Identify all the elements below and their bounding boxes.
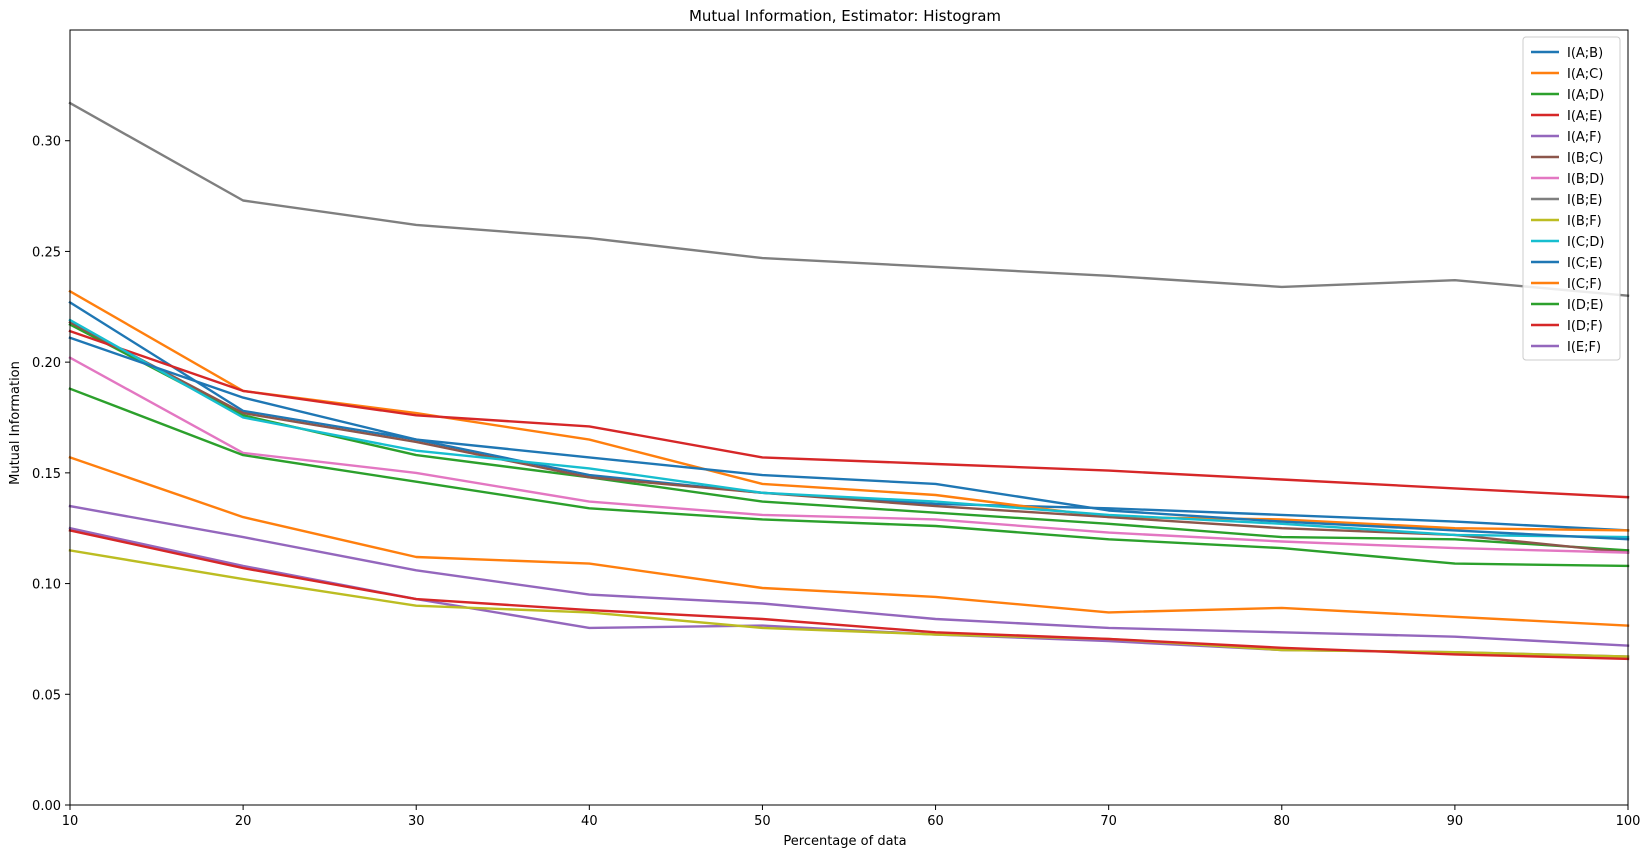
legend-label: I(A;F) [1567,130,1602,145]
x-tick-label: 90 [1447,814,1464,829]
series-line-9 [68,549,1630,658]
y-tick-label: 0.05 [32,688,61,703]
legend: I(A;B) I(A;C) I(A;D) I(A;E) I(A;F) I(B;C) I(B;… [1522,36,1621,361]
series-line-11 [68,336,1630,541]
legend-label: I(A;C) [1567,67,1603,82]
series-line-10 [68,318,1630,539]
y-axis-label: Mutual Information [8,361,23,485]
y-tick-label: 0.10 [32,578,61,593]
x-axis-label: Percentage of data [783,834,906,849]
x-tick-label: 50 [754,814,771,829]
series-line-12 [68,455,1630,627]
legend-label: I(B;F) [1567,214,1602,229]
chart-title: Mutual Information, Estimator: Histogram [689,7,1001,25]
x-tick-label: 10 [62,814,79,829]
legend-label: I(A;D) [1567,88,1604,103]
y-tick-label: 0.30 [32,135,61,150]
plot-frame [69,29,1629,806]
legend-label: I(D;E) [1567,298,1604,313]
legend-label: I(A;E) [1567,109,1602,124]
y-tick-label: 0.20 [32,356,61,371]
legend-label: I(C;D) [1567,235,1604,250]
legend-label: I(E;F) [1567,340,1601,355]
x-tick-label: 20 [235,814,252,829]
series-line-14 [68,528,1630,661]
x-tick-label: 60 [927,814,944,829]
x-tick-label: 30 [408,814,425,829]
x-tick-label: 100 [1616,814,1641,829]
legend-label: I(C;F) [1567,277,1602,292]
series-line-7 [68,356,1630,554]
series-line-2 [68,289,1630,532]
series-lines [68,101,1630,661]
legend-label: I(D;F) [1567,319,1603,334]
axes: 10 20 30 40 50 60 70 80 90 100 0.00 0.05 0.10 0.15 0.2… [32,135,1640,829]
x-tick-label: 70 [1100,814,1117,829]
legend-label: I(B;D) [1567,172,1604,187]
legend-label: I(B;C) [1567,151,1603,166]
y-tick-label: 0.00 [32,799,61,814]
series-line-6 [68,320,1630,554]
x-tick-label: 80 [1274,814,1291,829]
y-tick-label: 0.15 [32,467,61,482]
legend-label: I(C;E) [1567,256,1603,271]
series-line-4 [68,329,1630,499]
series-line-13 [68,387,1630,568]
series-line-15 [68,504,1630,647]
y-tick-label: 0.25 [32,245,61,260]
x-tick-label: 40 [581,814,598,829]
legend-label: I(B;E) [1567,193,1603,208]
series-line-8 [68,101,1630,298]
legend-box [1522,36,1621,361]
legend-label: I(A;B) [1567,46,1603,61]
